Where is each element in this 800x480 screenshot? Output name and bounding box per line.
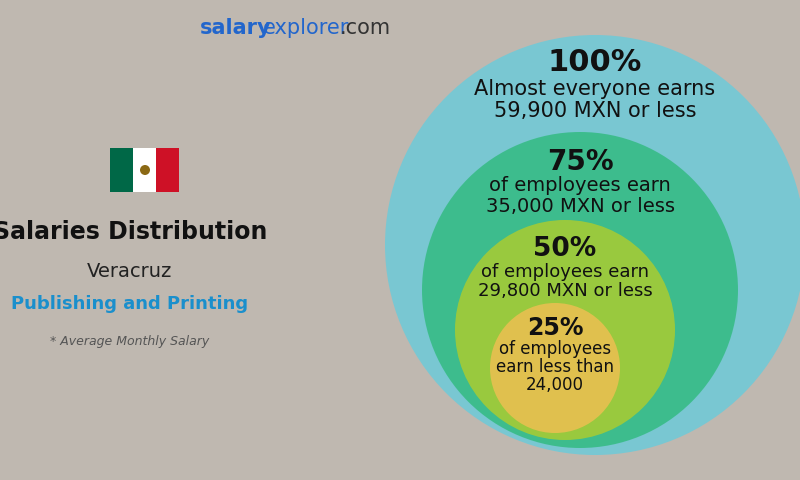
Text: 75%: 75% bbox=[546, 148, 614, 176]
Circle shape bbox=[490, 303, 620, 433]
Text: explorer: explorer bbox=[263, 18, 350, 38]
Text: * Average Monthly Salary: * Average Monthly Salary bbox=[50, 335, 210, 348]
Circle shape bbox=[422, 132, 738, 448]
Text: .com: .com bbox=[340, 18, 391, 38]
Bar bbox=[133, 148, 156, 192]
Text: Veracruz: Veracruz bbox=[87, 262, 173, 281]
Text: 35,000 MXN or less: 35,000 MXN or less bbox=[486, 197, 674, 216]
Text: 24,000: 24,000 bbox=[526, 376, 584, 394]
Bar bbox=[110, 148, 133, 192]
Text: of employees earn: of employees earn bbox=[481, 263, 649, 281]
Text: of employees earn: of employees earn bbox=[489, 176, 671, 195]
Text: salary: salary bbox=[200, 18, 272, 38]
Circle shape bbox=[140, 165, 150, 175]
Circle shape bbox=[455, 220, 675, 440]
Text: of employees: of employees bbox=[499, 340, 611, 358]
Text: 25%: 25% bbox=[526, 316, 583, 340]
Text: 59,900 MXN or less: 59,900 MXN or less bbox=[494, 101, 696, 121]
Text: earn less than: earn less than bbox=[496, 358, 614, 376]
Text: 50%: 50% bbox=[534, 236, 597, 262]
Text: Almost everyone earns: Almost everyone earns bbox=[474, 79, 715, 99]
Text: 100%: 100% bbox=[548, 48, 642, 77]
Text: Publishing and Printing: Publishing and Printing bbox=[11, 295, 249, 313]
Bar bbox=[156, 148, 179, 192]
Circle shape bbox=[385, 35, 800, 455]
Text: Salaries Distribution: Salaries Distribution bbox=[0, 220, 267, 244]
Text: 29,800 MXN or less: 29,800 MXN or less bbox=[478, 282, 652, 300]
